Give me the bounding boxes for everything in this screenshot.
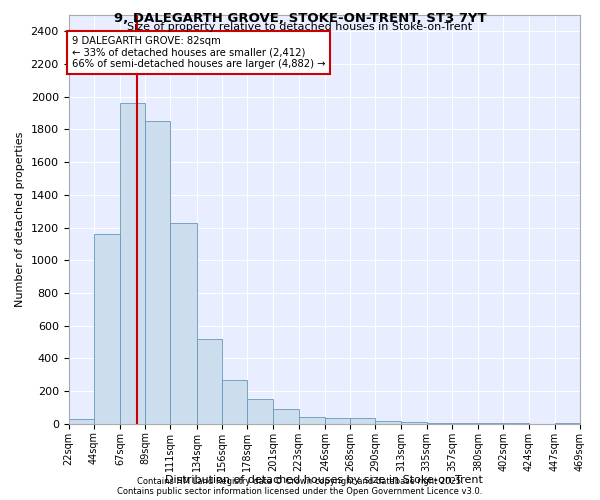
Bar xyxy=(401,422,427,424)
Bar xyxy=(145,122,170,424)
Bar xyxy=(247,400,274,424)
Bar xyxy=(222,380,247,424)
Bar xyxy=(68,419,94,424)
X-axis label: Distribution of detached houses by size in Stoke-on-Trent: Distribution of detached houses by size … xyxy=(166,475,483,485)
Text: Contains HM Land Registry data © Crown copyright and database right 2025.: Contains HM Land Registry data © Crown c… xyxy=(137,477,463,486)
Bar xyxy=(197,339,222,424)
Text: Contains public sector information licensed under the Open Government Licence v3: Contains public sector information licen… xyxy=(118,487,482,496)
Bar xyxy=(452,423,478,424)
Bar xyxy=(325,418,350,424)
Text: 9, DALEGARTH GROVE, STOKE-ON-TRENT, ST3 7YT: 9, DALEGARTH GROVE, STOKE-ON-TRENT, ST3 … xyxy=(113,12,487,26)
Bar xyxy=(427,422,452,424)
Text: 9 DALEGARTH GROVE: 82sqm
← 33% of detached houses are smaller (2,412)
66% of sem: 9 DALEGARTH GROVE: 82sqm ← 33% of detach… xyxy=(72,36,325,70)
Bar xyxy=(94,234,120,424)
Y-axis label: Number of detached properties: Number of detached properties xyxy=(15,132,25,307)
Bar xyxy=(274,409,299,424)
Bar xyxy=(120,104,145,424)
Bar xyxy=(375,420,401,424)
Bar xyxy=(350,418,375,424)
Bar xyxy=(170,222,197,424)
Bar xyxy=(299,417,325,424)
Text: Size of property relative to detached houses in Stoke-on-Trent: Size of property relative to detached ho… xyxy=(127,22,473,32)
